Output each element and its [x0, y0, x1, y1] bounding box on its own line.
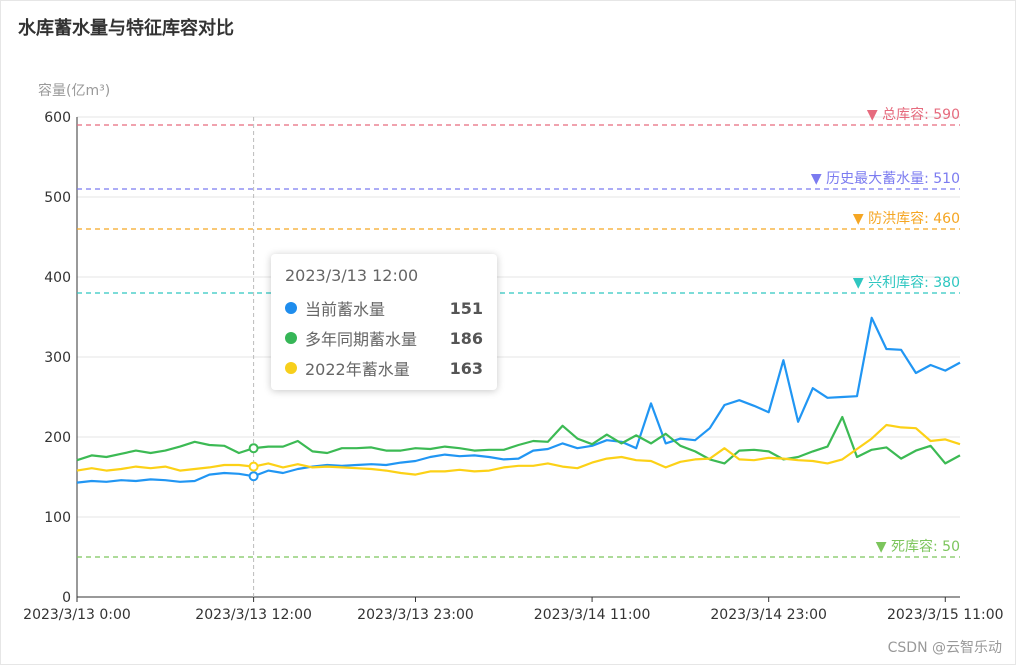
x-tick-label: 2023/3/13 12:00: [195, 607, 312, 623]
tooltip-name-2022: 2022年蓄水量: [305, 360, 410, 379]
x-tick-label: 2023/3/15 11:00: [887, 607, 1004, 623]
y-tick-label: 100: [44, 510, 71, 526]
y-axis-label: 容量(亿m³): [38, 82, 110, 99]
series-line-current: [76, 316, 961, 484]
tooltip-name-historical: 多年同期蓄水量: [305, 330, 418, 349]
y-tick-label: 200: [44, 430, 71, 446]
y-tick-label: 400: [44, 270, 71, 286]
markline-label-dead: ▼ 死库容: 50: [876, 538, 960, 555]
x-tick-label: 2023/3/14 23:00: [710, 607, 827, 623]
tooltip-dot-historical: [285, 332, 297, 344]
markline-label-flood: ▼ 防洪库容: 460: [853, 210, 960, 227]
series-line-historical_same: [76, 415, 961, 465]
y-tick-label: 0: [62, 590, 71, 606]
series-line-year2022: [76, 423, 961, 476]
tooltip-name-current: 当前蓄水量: [305, 300, 386, 319]
markline-label-benefit: ▼ 兴利库容: 380: [853, 274, 960, 291]
tooltip-row-2022: 2022年蓄水量 163: [285, 353, 483, 383]
markline-label-total: ▼ 总库容: 590: [867, 106, 960, 123]
highlight-point-historical_same: [248, 443, 259, 454]
tooltip-value-2022: 163: [449, 358, 483, 378]
watermark: CSDN @云智乐动: [887, 640, 1002, 656]
x-tick-label: 2023/3/14 11:00: [534, 607, 651, 623]
tooltip-row-historical: 多年同期蓄水量 186: [285, 323, 483, 353]
tooltip-dot-2022: [285, 362, 297, 374]
tooltip-row-current: 当前蓄水量 151: [285, 293, 483, 323]
highlight-point-current: [248, 471, 259, 482]
x-tick-label: 2023/3/13 23:00: [357, 607, 474, 623]
highlight-point-year2022: [248, 461, 259, 472]
y-tick-label: 500: [44, 190, 71, 206]
tooltip: 2023/3/13 12:00 当前蓄水量 151 多年同期蓄水量 186 20…: [271, 254, 497, 390]
y-tick-label: 600: [44, 110, 71, 126]
chart-title: 水库蓄水量与特征库容对比: [18, 18, 234, 39]
tooltip-value-historical: 186: [449, 328, 483, 348]
x-tick-label: 2023/3/13 0:00: [23, 607, 131, 623]
tooltip-title: 2023/3/13 12:00: [285, 266, 419, 285]
tooltip-dot-current: [285, 302, 297, 314]
tooltip-value-current: 151: [449, 298, 483, 318]
y-tick-label: 300: [44, 350, 71, 366]
markline-label-hist_max: ▼ 历史最大蓄水量: 510: [811, 171, 960, 187]
